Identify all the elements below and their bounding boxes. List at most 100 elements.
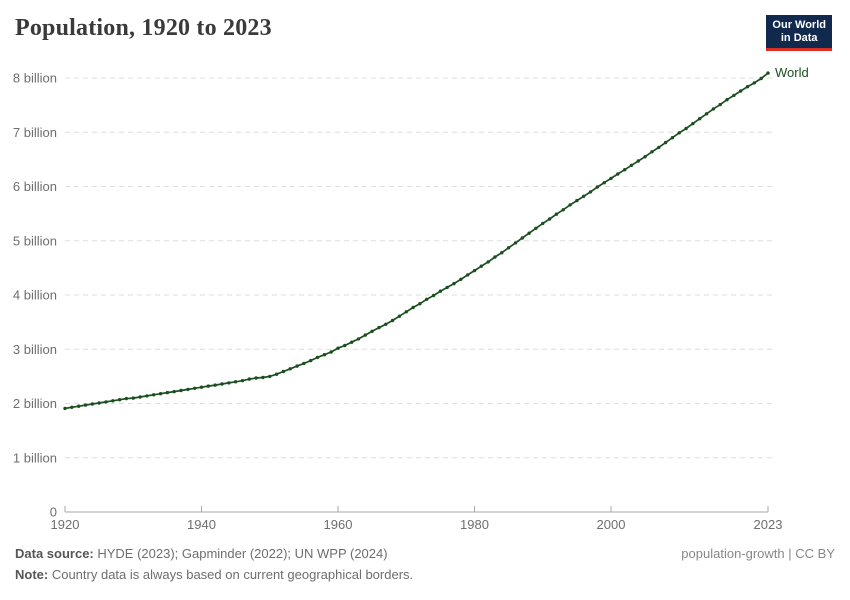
- data-point-marker: [616, 172, 620, 176]
- data-point-marker: [623, 168, 627, 172]
- y-axis-tick-label: 2 billion: [13, 396, 57, 411]
- data-point-marker: [629, 163, 634, 167]
- data-point-marker: [90, 402, 95, 406]
- data-point-marker: [97, 401, 101, 405]
- y-axis-tick-label: 8 billion: [13, 71, 57, 86]
- data-point-marker: [459, 277, 463, 281]
- note-text: Country data is always based on current …: [48, 567, 414, 582]
- data-point-marker: [609, 176, 613, 181]
- data-point-marker: [186, 387, 190, 392]
- data-point-marker: [370, 329, 374, 333]
- data-point-marker: [233, 380, 238, 384]
- data-source-text: HYDE (2023); Gapminder (2022); UN WPP (2…: [93, 546, 388, 561]
- data-point-marker: [199, 385, 204, 389]
- data-point-marker: [588, 190, 593, 194]
- data-point-marker: [486, 260, 490, 264]
- data-point-marker: [343, 343, 347, 348]
- data-point-marker: [670, 136, 675, 140]
- data-point-marker: [513, 241, 518, 245]
- data-point-marker: [425, 297, 429, 301]
- data-point-marker: [554, 212, 559, 216]
- data-point-marker: [479, 264, 483, 268]
- data-point-marker: [534, 226, 538, 230]
- data-source-label: Data source:: [15, 546, 94, 561]
- data-point-marker: [704, 112, 709, 116]
- data-point-marker: [582, 194, 586, 198]
- data-point-marker: [698, 117, 702, 121]
- data-point-marker: [220, 382, 224, 386]
- data-point-marker: [418, 302, 422, 306]
- data-point-marker: [561, 208, 565, 212]
- owid-logo-line1: Our World: [772, 19, 826, 31]
- data-point-marker: [745, 85, 750, 89]
- x-axis-tick-label: 1960: [324, 517, 353, 532]
- data-point-marker: [158, 392, 163, 396]
- footer-attribution[interactable]: population-growth | CC BY: [681, 546, 835, 561]
- data-point-marker: [329, 350, 333, 354]
- data-point-marker: [356, 337, 361, 341]
- data-point-marker: [636, 159, 640, 163]
- data-point-marker: [83, 403, 88, 407]
- data-point-marker: [397, 314, 402, 318]
- data-point-marker: [138, 395, 142, 399]
- data-point-marker: [466, 273, 470, 277]
- owid-logo-line2: in Data: [780, 32, 818, 44]
- data-point-marker: [322, 353, 327, 357]
- data-point-marker: [752, 81, 756, 85]
- data-point-marker: [281, 369, 286, 374]
- note-line: Note: Country data is always based on cu…: [15, 564, 413, 585]
- y-axis-tick-label: 1 billion: [13, 450, 57, 465]
- data-point-marker: [302, 361, 306, 366]
- data-point-marker: [111, 399, 115, 403]
- data-point-marker: [336, 346, 340, 350]
- data-point-marker: [179, 388, 183, 393]
- data-point-marker: [268, 374, 272, 379]
- data-point-marker: [377, 325, 381, 330]
- data-point-marker: [568, 203, 572, 207]
- data-point-marker: [602, 181, 606, 185]
- data-point-marker: [452, 281, 456, 286]
- data-point-marker: [261, 375, 265, 380]
- data-point-marker: [152, 393, 156, 397]
- data-point-marker: [438, 289, 443, 293]
- data-point-marker: [547, 217, 552, 221]
- data-point-marker: [63, 406, 67, 411]
- data-point-marker: [295, 364, 299, 368]
- data-point-marker: [315, 355, 320, 360]
- data-point-marker: [70, 405, 74, 409]
- owid-logo[interactable]: Our World in Data: [766, 15, 832, 51]
- x-axis-tick-label: 1920: [51, 517, 80, 532]
- data-point-marker: [309, 358, 313, 363]
- data-point-marker: [500, 251, 504, 255]
- data-point-marker: [718, 102, 722, 107]
- cc-by-license[interactable]: CC BY: [795, 546, 835, 561]
- data-point-marker: [663, 140, 668, 145]
- data-point-marker: [240, 379, 245, 383]
- chart-canvas: 0 1 billion 2 billion 3 billion 4 billion 5 b…: [13, 65, 809, 532]
- data-point-marker: [677, 131, 681, 135]
- series-label-world[interactable]: World: [775, 65, 809, 80]
- y-axis-tick-label: 0: [50, 505, 57, 520]
- data-point-marker: [711, 107, 716, 111]
- data-point-marker: [390, 318, 395, 323]
- data-point-marker: [411, 305, 415, 310]
- data-point-marker: [431, 293, 436, 298]
- data-point-marker: [759, 76, 763, 81]
- y-axis-tick-label: 5 billion: [13, 233, 57, 248]
- data-point-marker: [254, 376, 258, 380]
- data-point-marker: [131, 396, 135, 400]
- data-point-marker: [691, 121, 695, 126]
- data-point-marker: [520, 236, 524, 240]
- data-point-marker: [541, 221, 545, 226]
- x-axis-tick-label: 2000: [597, 517, 626, 532]
- data-point-marker: [766, 71, 770, 75]
- data-point-marker: [506, 246, 511, 250]
- data-point-marker: [575, 198, 579, 203]
- data-point-marker: [117, 398, 122, 402]
- data-point-marker: [595, 185, 600, 189]
- data-point-marker: [274, 372, 279, 376]
- chart-slug[interactable]: population-growth: [681, 546, 785, 561]
- data-point-marker: [350, 340, 354, 344]
- data-source-line: Data source: HYDE (2023); Gapminder (202…: [15, 543, 413, 564]
